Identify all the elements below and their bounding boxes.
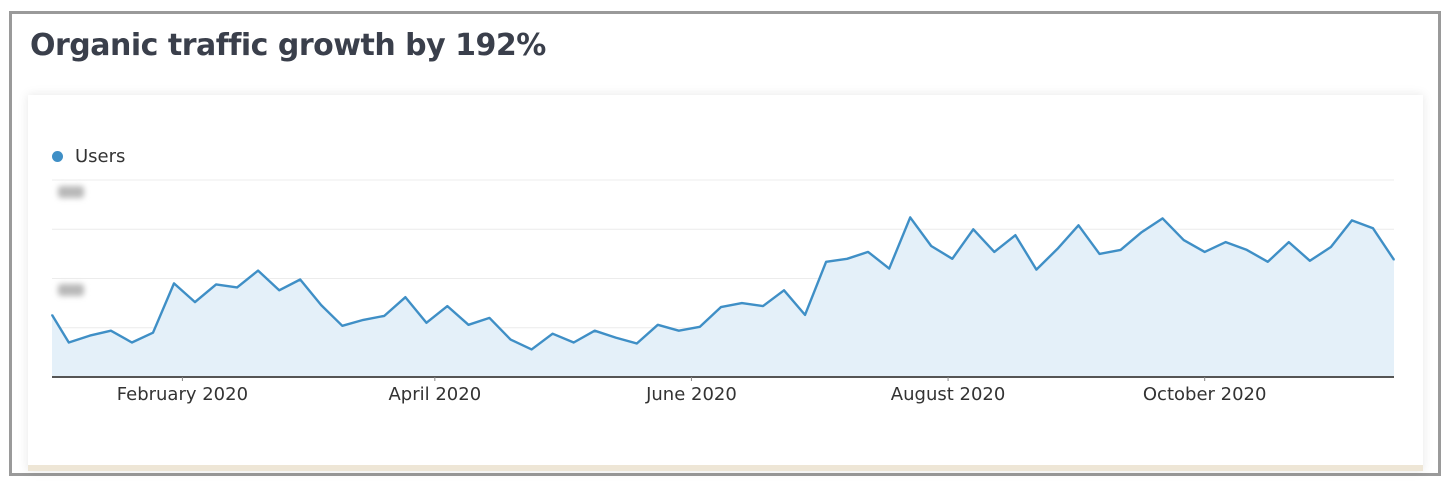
x-tick-label: February 2020: [117, 384, 248, 405]
data-point: [867, 251, 869, 253]
data-point: [656, 323, 659, 326]
data-point: [909, 216, 912, 219]
x-tick-label: June 2020: [645, 384, 737, 405]
y-tick-label-200: [58, 186, 84, 198]
y-tick-label-100: [58, 284, 84, 296]
x-tick-label: April 2020: [388, 384, 481, 405]
data-point: [1056, 248, 1059, 250]
data-point: [110, 329, 112, 332]
legend-dot-users: [52, 151, 63, 162]
x-tick-label: October 2020: [1143, 384, 1267, 405]
data-point: [1245, 249, 1248, 251]
data-point: [1203, 251, 1206, 253]
data-point: [804, 314, 806, 316]
data-point: [635, 342, 638, 345]
data-point: [530, 348, 533, 351]
data-point: [1035, 268, 1038, 271]
data-point: [299, 278, 302, 281]
data-point: [1309, 259, 1311, 262]
data-point: [1224, 241, 1227, 243]
data-point: [1014, 234, 1017, 236]
data-point: [888, 267, 890, 270]
x-tick-label: August 2020: [891, 384, 1006, 405]
data-point: [152, 331, 154, 334]
series-area-users: [52, 217, 1394, 377]
data-point: [68, 341, 70, 344]
legend-label-users: Users: [75, 146, 126, 167]
data-point: [446, 305, 449, 307]
data-point: [1161, 217, 1164, 220]
data-point: [383, 315, 386, 317]
data-point: [1182, 239, 1185, 241]
data-point: [1266, 260, 1269, 263]
data-point: [341, 324, 344, 327]
chart-title: Organic traffic growth by 192%: [30, 28, 546, 63]
data-point: [846, 258, 848, 260]
data-point: [194, 301, 196, 303]
data-point: [614, 336, 617, 339]
data-point: [1077, 224, 1080, 227]
data-point: [320, 304, 323, 306]
data-point: [1351, 219, 1353, 222]
data-point: [51, 314, 53, 316]
data-point: [1288, 241, 1290, 243]
data-point: [783, 289, 785, 292]
data-point: [678, 329, 680, 332]
data-point: [593, 329, 596, 332]
legend: Users: [52, 146, 125, 167]
data-point: [762, 305, 764, 307]
data-point: [173, 282, 175, 285]
data-point: [215, 283, 217, 286]
data-point: [572, 341, 575, 344]
data-point: [741, 302, 743, 304]
data-point: [993, 251, 996, 253]
data-point: [951, 258, 954, 260]
data-point: [236, 286, 238, 289]
data-point: [404, 296, 407, 299]
data-point: [278, 289, 280, 292]
data-point: [509, 338, 512, 341]
data-point: [1119, 249, 1122, 251]
data-point: [362, 319, 365, 321]
data-point: [488, 317, 491, 319]
data-point: [930, 245, 933, 247]
data-point: [720, 306, 722, 308]
data-point: [1330, 246, 1332, 248]
data-point: [1098, 253, 1101, 255]
data-point: [1140, 231, 1143, 234]
data-point: [89, 334, 91, 337]
data-point: [467, 323, 470, 326]
data-point: [257, 269, 259, 272]
data-point: [425, 322, 428, 324]
data-point: [1372, 227, 1374, 230]
data-point: [1393, 258, 1395, 261]
data-point: [825, 260, 827, 263]
data-point: [131, 341, 133, 344]
data-point: [699, 325, 701, 328]
data-point: [972, 228, 975, 231]
data-point: [551, 332, 554, 335]
